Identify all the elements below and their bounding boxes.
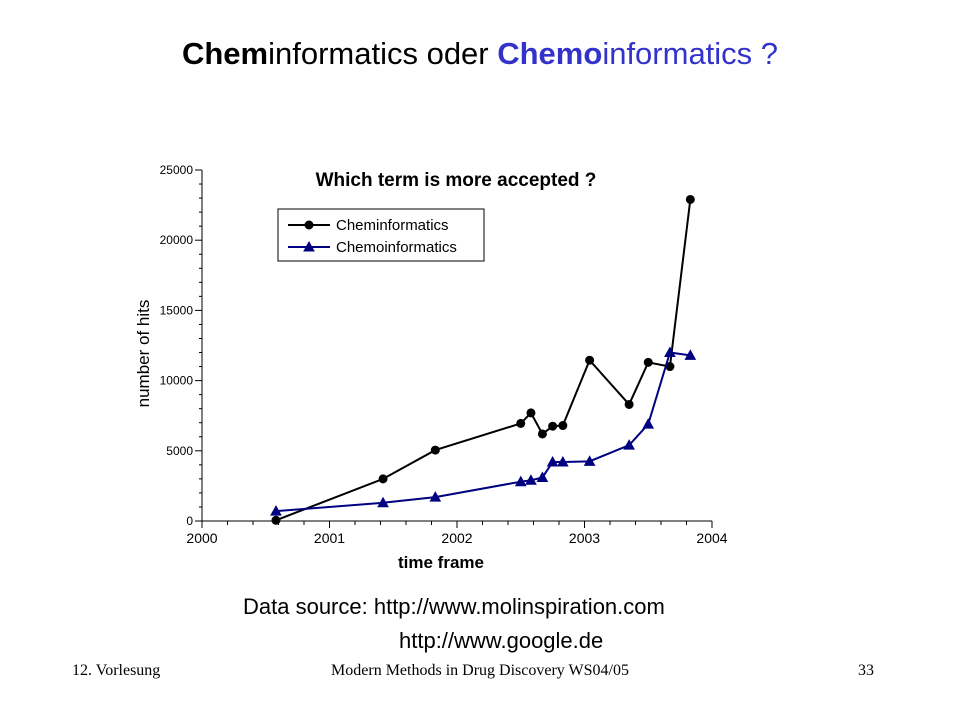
footer-course: Modern Methods in Drug Discovery WS04/05 — [331, 662, 629, 679]
x-tick-label: 2004 — [696, 530, 727, 546]
data-point-chemoinformatics — [546, 456, 559, 467]
footer-lecture: 12. Vorlesung — [72, 662, 161, 679]
data-point-cheminformatics — [537, 429, 547, 439]
title-chem-prefix: Chem — [181, 36, 269, 71]
data-point-chemoinformatics — [270, 505, 282, 516]
y-tick-label: 0 — [186, 514, 193, 528]
title-chemo-prefix: Chemo — [497, 36, 603, 71]
legend-marker-cheminformatics — [304, 220, 314, 230]
data-point-chemoinformatics — [377, 496, 389, 508]
title-chem-rest: informatics oder — [268, 36, 498, 71]
chart-title: Which term is more accepted ? — [316, 170, 597, 191]
data-point-cheminformatics — [643, 357, 653, 367]
data-point-cheminformatics — [516, 418, 526, 428]
data-point-cheminformatics — [378, 474, 388, 484]
data-point-chemoinformatics — [514, 475, 527, 487]
y-axis-title: number of hits — [134, 300, 153, 408]
data-point-cheminformatics — [624, 399, 634, 409]
data-source-line2: http://www.google.de — [399, 628, 604, 653]
data-point-chemoinformatics — [642, 418, 655, 429]
title-chemo-rest: informatics ? — [602, 36, 779, 71]
x-axis-title: time frame — [398, 553, 484, 572]
hits-line-chart: 0 5000 10000 15000 20000 25000 2000 2001 2002 200… — [134, 163, 728, 572]
data-point-chemoinformatics — [536, 471, 549, 482]
legend-marker-chemoinformatics — [303, 240, 315, 252]
x-tick-label: 2001 — [314, 530, 345, 546]
data-point-chemoinformatics — [429, 491, 442, 502]
x-tick-label: 2000 — [186, 530, 217, 546]
data-point-chemoinformatics — [556, 456, 569, 467]
y-tick-label: 15000 — [160, 303, 194, 317]
legend-box — [277, 208, 485, 262]
y-tick-label: 10000 — [160, 374, 194, 388]
data-point-cheminformatics — [526, 408, 536, 418]
y-tick-label: 5000 — [166, 444, 193, 458]
data-point-chemoinformatics — [664, 346, 676, 358]
x-tick-label: 2003 — [569, 530, 600, 546]
data-point-chemoinformatics — [684, 349, 697, 360]
data-point-chemoinformatics — [623, 439, 635, 450]
legend-label-cheminformatics: Cheminformatics — [336, 217, 449, 234]
data-point-cheminformatics — [271, 515, 281, 525]
data-point-chemoinformatics — [583, 455, 596, 466]
data-point-chemoinformatics — [525, 474, 537, 485]
slide-title: Cheminformatics oder Chemoinformatics ? — [0, 32, 960, 76]
legend-label-chemoinformatics: Chemoinformatics — [336, 239, 457, 256]
x-tick-label: 2002 — [441, 530, 472, 546]
data-point-cheminformatics — [430, 445, 440, 455]
y-tick-label: 25000 — [160, 163, 194, 177]
y-tick-label: 20000 — [160, 233, 194, 247]
data-point-cheminformatics — [585, 355, 595, 365]
data-point-cheminformatics — [558, 421, 568, 431]
footer-page-number: 33 — [858, 662, 874, 679]
series-line-chemoinformatics — [275, 351, 691, 513]
data-point-cheminformatics — [685, 194, 695, 204]
data-point-cheminformatics — [548, 421, 558, 431]
data-source-line1: Data source: http://www.molinspiration.c… — [243, 594, 665, 619]
